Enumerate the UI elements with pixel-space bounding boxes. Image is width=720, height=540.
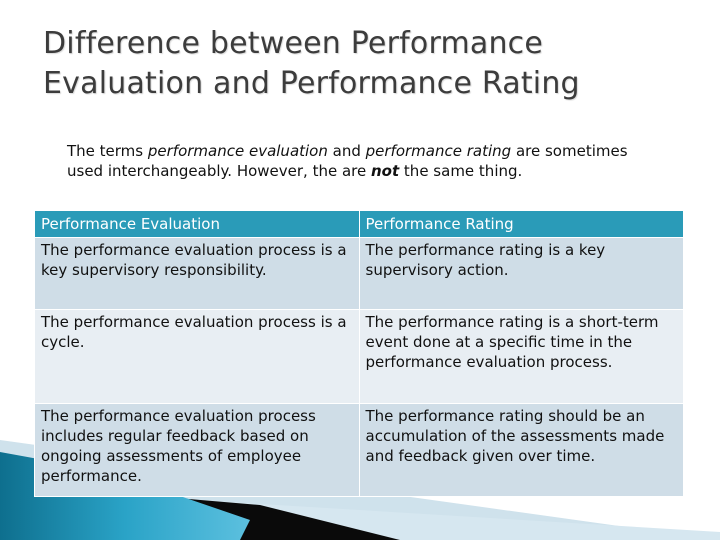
table-cell-evaluation: The performance evaluation process inclu… [34,403,360,497]
comparison-table: Performance Evaluation Performance Ratin… [34,210,684,497]
header-performance-rating: Performance Rating [358,210,684,238]
title-line-1: Difference between Performance [43,26,544,61]
table-row: The performance evaluation process is a … [34,237,684,310]
intro-emphasis-not: not [371,162,400,180]
table-cell-evaluation: The performance evaluation process is a … [34,309,360,404]
intro-paragraph: The terms performance evaluation and per… [67,141,667,181]
intro-text-3: are sometimes used interchangeably. Howe… [67,142,628,180]
intro-term-evaluation: performance evaluation [147,142,328,160]
slide-title: Difference between Performance Evaluatio… [43,24,703,104]
intro-text-1: The terms [67,142,148,160]
table-cell-rating: The performance rating is a key supervis… [358,237,684,310]
table-cell-evaluation: The performance evaluation process is a … [34,237,360,310]
table-cell-rating: The performance rating should be an accu… [358,403,684,497]
table-cell-rating: The performance rating is a short-term e… [358,309,684,404]
header-performance-evaluation: Performance Evaluation [34,210,360,238]
title-line-2: Evaluation and Performance Rating [43,66,580,101]
intro-text-2: and [327,142,366,160]
table-header-row: Performance Evaluation Performance Ratin… [34,210,684,238]
table-row: The performance evaluation process inclu… [34,403,684,497]
table-row: The performance evaluation process is a … [34,309,684,404]
intro-text-4: the same thing. [399,162,523,180]
intro-term-rating: performance rating [365,142,512,160]
